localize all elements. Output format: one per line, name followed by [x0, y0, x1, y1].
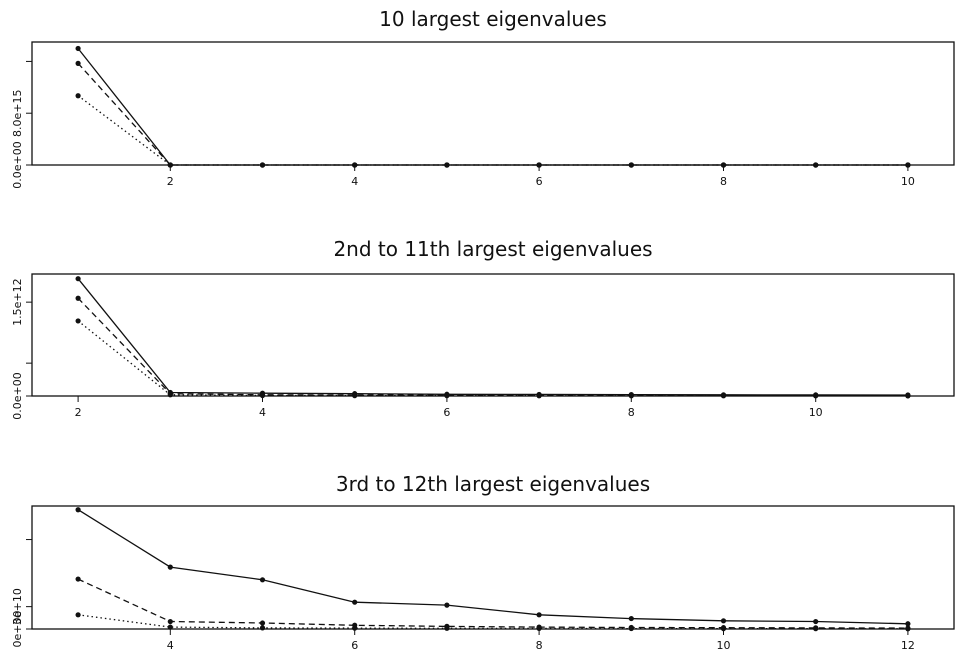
data-point: [259, 392, 266, 399]
series-line-dotted: [77, 95, 908, 166]
data-point: [813, 393, 819, 399]
data-point: [352, 162, 358, 168]
data-point: [905, 162, 911, 168]
data-point: [444, 393, 450, 399]
data-point: [720, 626, 727, 632]
series-line-dotted: [77, 320, 908, 397]
data-point: [352, 599, 358, 605]
x-tick-label: 6: [443, 406, 450, 419]
data-point: [167, 162, 173, 168]
plot-frame: [31, 505, 955, 630]
series-line-solid: [77, 278, 908, 396]
chart-title: 3rd to 12th largest eigenvalues: [336, 472, 650, 496]
data-point: [75, 60, 81, 66]
data-point: [75, 45, 81, 52]
chart-title: 10 largest eigenvalues: [379, 7, 607, 31]
data-point: [720, 393, 727, 399]
data-point: [75, 295, 81, 301]
y-tick-label: 0.0e+00: [11, 372, 24, 419]
data-point: [536, 162, 542, 168]
data-point: [720, 618, 727, 624]
data-point: [259, 625, 266, 631]
data-point: [813, 626, 819, 632]
y-tick-label: 8.0e+15: [11, 89, 24, 136]
data-point: [536, 625, 542, 632]
chart-title: 2nd to 11th largest eigenvalues: [333, 237, 652, 261]
data-point: [352, 625, 358, 631]
plot-frame: [31, 41, 955, 166]
data-point: [905, 626, 911, 632]
x-tick-label: 4: [351, 175, 358, 188]
x-tick-label: 4: [259, 406, 266, 419]
x-tick-label: 4: [167, 639, 174, 651]
data-point: [905, 621, 911, 627]
series-line-solid: [77, 509, 908, 625]
x-tick-label: 12: [901, 639, 915, 651]
data-point: [444, 162, 450, 168]
chart-panel-2: 2nd to 11th largest eigenvalues 2 4 6 8 10 0.0…: [11, 237, 955, 420]
plot-frame: [31, 273, 955, 397]
data-point: [167, 624, 173, 630]
data-point: [75, 318, 81, 324]
series-line-solid: [77, 48, 908, 166]
data-point: [75, 276, 81, 282]
data-point: [352, 393, 358, 399]
data-point: [167, 392, 173, 398]
data-point: [167, 618, 173, 625]
data-point: [259, 620, 266, 626]
data-point: [628, 162, 634, 168]
data-point: [905, 393, 911, 399]
x-tick-label: 10: [809, 406, 823, 419]
data-point: [75, 576, 81, 582]
data-point: [75, 507, 81, 513]
data-point: [75, 612, 81, 618]
chart-panel-3: 3rd to 12th largest eigenvalues 4 6 8 10 12 0e…: [11, 472, 955, 652]
x-tick-label: 8: [720, 175, 727, 188]
x-tick-label: 10: [901, 175, 915, 188]
x-tick-label: 8: [536, 639, 543, 651]
data-point: [720, 162, 727, 168]
data-point: [536, 393, 542, 399]
data-point: [444, 625, 450, 631]
series-line-dashed: [77, 62, 908, 166]
x-tick-label: 6: [536, 175, 543, 188]
x-tick-label: 10: [717, 639, 731, 651]
x-tick-label: 8: [628, 406, 635, 419]
x-tick-label: 2: [167, 175, 174, 188]
series-line-dashed: [77, 297, 908, 397]
data-point: [628, 393, 634, 399]
y-tick-label: 0e+00: [11, 611, 24, 648]
data-point: [259, 162, 266, 168]
data-point: [536, 612, 542, 618]
x-tick-label: 2: [75, 406, 82, 419]
y-tick-label: 1.5e+12: [11, 278, 24, 325]
data-point: [628, 615, 634, 622]
x-tick-label: 6: [351, 639, 358, 651]
series-line-dashed: [77, 578, 908, 629]
chart-panel-1: 10 largest eigenvalues 2 4 6 8 10 0.0e+00 8.0e+…: [11, 7, 955, 189]
data-point: [259, 577, 266, 583]
y-tick-label: 3e+10: [11, 588, 24, 625]
data-point: [813, 162, 819, 168]
y-tick-label: 0.0e+00: [11, 141, 24, 188]
data-point: [813, 618, 819, 625]
data-point: [167, 564, 173, 570]
data-point: [628, 625, 634, 632]
data-point: [444, 602, 450, 608]
data-point: [75, 93, 81, 99]
